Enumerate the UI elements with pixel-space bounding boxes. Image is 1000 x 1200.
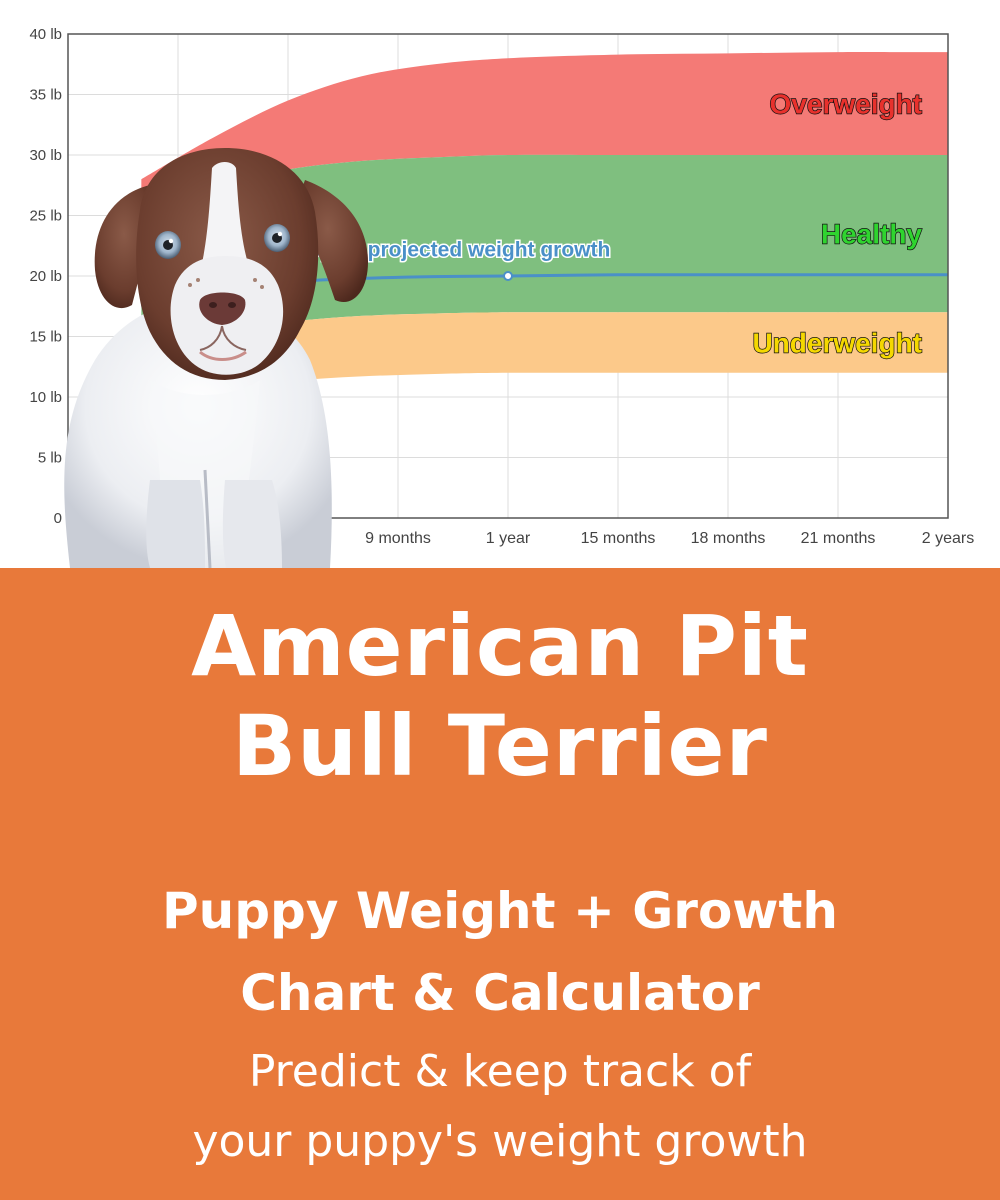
plot-frame xyxy=(67,33,949,519)
page-title-line-1: American Pit xyxy=(191,597,809,695)
y-tick-label: 0 xyxy=(54,510,62,527)
y-tick-label: 5 lb xyxy=(38,450,62,467)
x-tick-label: 2 years xyxy=(922,530,974,547)
y-tick-label: 35 lb xyxy=(29,87,62,104)
y-axis-ticks: 0 5 lb 10 lb 15 lb 20 lb 25 lb 30 lb 35 lb 40 lb xyxy=(29,26,62,527)
chart-frame xyxy=(67,33,949,519)
subtitle-line-2: Chart & Calculator xyxy=(240,964,760,1022)
y-tick-label: 25 lb xyxy=(29,208,62,225)
page-title-line-2: Bull Terrier xyxy=(232,697,768,795)
x-tick-label: 18 months xyxy=(691,530,766,547)
band-labels: Overweight Healthy Underweight xyxy=(752,88,923,359)
y-tick-label: 20 lb xyxy=(29,268,62,285)
y-tick-label: 30 lb xyxy=(29,147,62,164)
x-tick-label: 1 year xyxy=(486,530,531,547)
title-banner: American Pit Bull Terrier Puppy Weight +… xyxy=(0,568,1000,1200)
x-tick-label: 9 months xyxy=(365,530,431,547)
x-tick-label: 21 months xyxy=(801,530,876,547)
band-label-overweight: Overweight xyxy=(770,89,922,120)
y-tick-label: 10 lb xyxy=(29,389,62,406)
tagline-line-1: Predict & keep track of xyxy=(248,1046,752,1097)
tagline-line-2: your puppy's weight growth xyxy=(192,1116,808,1167)
y-tick-label: 15 lb xyxy=(29,329,62,346)
x-tick-label: 15 months xyxy=(581,530,656,547)
band-label-healthy: Healthy xyxy=(821,219,923,250)
y-tick-label: 40 lb xyxy=(29,26,62,43)
subtitle-line-1: Puppy Weight + Growth xyxy=(162,882,838,940)
band-label-underweight: Underweight xyxy=(752,328,922,359)
band-overweight xyxy=(141,52,949,210)
series-marker xyxy=(503,271,513,281)
growth-chart-svg: Puppy's projected weight growth 05 lb10 … xyxy=(29,26,974,568)
puppy-photo xyxy=(64,148,368,568)
band-underweight xyxy=(141,312,949,410)
